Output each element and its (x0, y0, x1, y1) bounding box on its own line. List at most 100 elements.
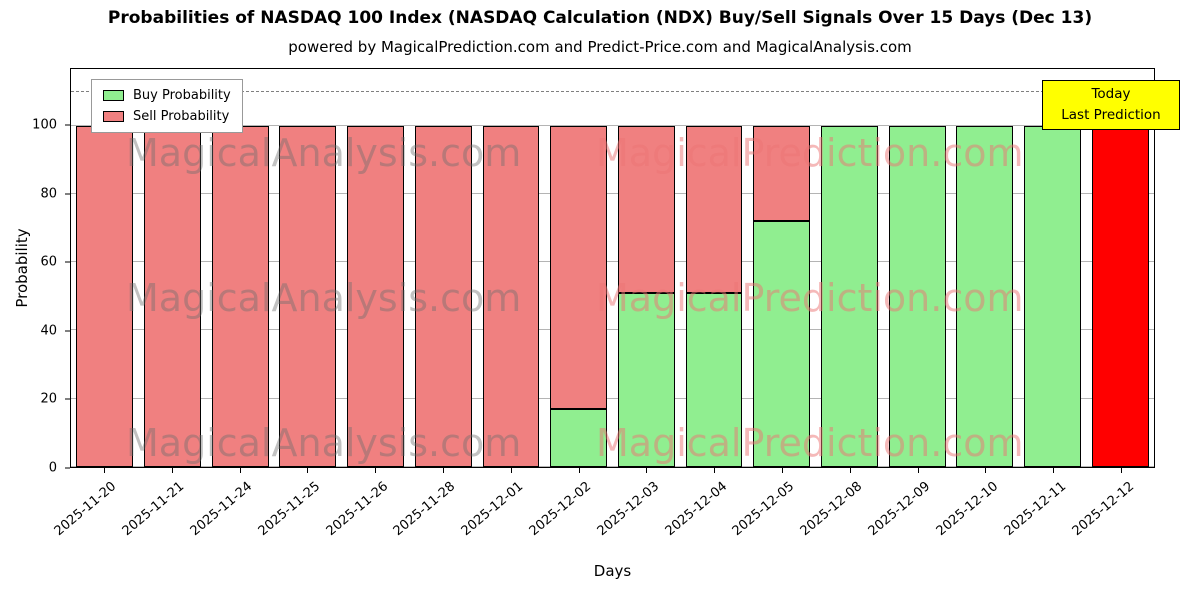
x-tick-mark (307, 468, 309, 473)
stacked-bar (820, 69, 878, 467)
y-tick-label: 40 (40, 323, 57, 339)
bar-slot (748, 69, 816, 467)
bar-segment (753, 221, 811, 467)
bar-slot (883, 69, 951, 467)
y-tick-mark (65, 467, 70, 469)
y-tick-label: 100 (32, 117, 57, 133)
gridline (71, 329, 1154, 331)
x-tick-mark (103, 468, 105, 473)
x-tick-mark (510, 468, 512, 473)
y-tick-mark (65, 398, 70, 400)
x-tick-mark (985, 468, 987, 473)
x-tick-mark (646, 468, 648, 473)
x-tick-cell: 2025-12-12 (1069, 468, 1155, 573)
bar-segment (347, 125, 405, 467)
gridline (71, 124, 1154, 126)
bar-segment (482, 125, 540, 467)
gridline (71, 397, 1154, 399)
stacked-bar (482, 69, 540, 467)
x-axis-label: Days (593, 562, 632, 580)
bar-slot (613, 69, 681, 467)
bar-segment (956, 125, 1014, 467)
bar-segment (550, 125, 608, 409)
threshold-line (71, 90, 1154, 92)
bar-segment (685, 292, 743, 467)
buy-swatch-icon (103, 90, 124, 101)
bar-segment (1091, 125, 1149, 467)
gridline (71, 261, 1154, 263)
legend: Buy Probability Sell Probability (91, 79, 243, 133)
y-tick-label: 80 (40, 186, 57, 202)
bar-slot (342, 69, 410, 467)
x-tick-cell: 2025-12-01 (459, 468, 545, 573)
x-tick-cell: 2025-12-05 (730, 468, 816, 573)
gridline (71, 192, 1154, 194)
today-annotation-line2: Last Prediction (1061, 106, 1161, 123)
x-tick-mark (917, 468, 919, 473)
x-tick-cell: 2025-12-09 (866, 468, 952, 573)
x-tick-cell: 2025-12-10 (934, 468, 1020, 573)
x-tick-cell: 2025-11-25 (255, 468, 341, 573)
today-annotation-line1: Today (1091, 86, 1131, 102)
x-tick-cell: 2025-12-11 (1001, 468, 1087, 573)
y-tick-label: 60 (40, 254, 57, 270)
y-ticks: 0 20 40 60 80 100 (0, 68, 70, 475)
bar-segment (211, 125, 269, 467)
x-tick-mark (1053, 468, 1055, 473)
stacked-bar (144, 69, 201, 467)
legend-item-buy: Buy Probability (103, 88, 231, 103)
x-tick-mark (849, 468, 851, 473)
x-tick-mark (714, 468, 716, 473)
stacked-bar (888, 69, 946, 467)
bars-layer (71, 69, 1154, 467)
bar-segment (1024, 125, 1081, 467)
gridline (71, 466, 1154, 467)
x-tick-cell: 2025-11-26 (323, 468, 409, 573)
bar-slot (409, 69, 477, 467)
stacked-bar (617, 69, 675, 467)
y-tick-mark (65, 193, 70, 195)
legend-item-sell: Sell Probability (103, 109, 231, 124)
today-annotation: Today Last Prediction (1042, 80, 1180, 130)
plot-area: MagicalAnalysis.com MagicalPrediction.com… (70, 68, 1155, 468)
bar-slot (1086, 69, 1154, 467)
x-tick-cell: 2025-12-04 (662, 468, 748, 573)
x-tick-mark (782, 468, 784, 473)
bar-segment (820, 125, 878, 467)
stacked-bar (414, 69, 472, 467)
y-tick-mark (65, 261, 70, 263)
stacked-bar (76, 69, 134, 467)
bar-slot (951, 69, 1019, 467)
bar-segment (617, 292, 675, 467)
bar-slot (274, 69, 342, 467)
bar-slot (477, 69, 545, 467)
bar-segment (685, 125, 743, 293)
stacked-bar (211, 69, 269, 467)
bar-segment (550, 408, 608, 467)
bar-slot (816, 69, 884, 467)
stacked-bar (347, 69, 405, 467)
stacked-bar (279, 69, 337, 467)
bar-segment (888, 125, 946, 467)
sell-swatch-icon (103, 111, 124, 122)
y-tick-label: 0 (48, 460, 57, 476)
bar-slot (545, 69, 613, 467)
x-tick-mark (375, 468, 377, 473)
stacked-bar (956, 69, 1014, 467)
stacked-bar (685, 69, 743, 467)
bar-slot (206, 69, 274, 467)
x-tick-cell: 2025-11-21 (120, 468, 206, 573)
bar-segment (753, 125, 811, 222)
legend-sell-label: Sell Probability (133, 109, 230, 124)
stacked-bar (550, 69, 608, 467)
x-tick-mark (578, 468, 580, 473)
x-tick-mark (171, 468, 173, 473)
bar-slot (139, 69, 207, 467)
x-ticks: 2025-11-20 2025-11-21 2025-11-24 2025-11-25… (52, 468, 1155, 573)
x-tick-cell: 2025-11-24 (188, 468, 274, 573)
y-tick-label: 20 (40, 391, 57, 407)
x-tick-mark (1121, 468, 1123, 473)
chart-title: Probabilities of NASDAQ 100 Index (NASDA… (107, 8, 1093, 28)
legend-buy-label: Buy Probability (133, 88, 231, 103)
